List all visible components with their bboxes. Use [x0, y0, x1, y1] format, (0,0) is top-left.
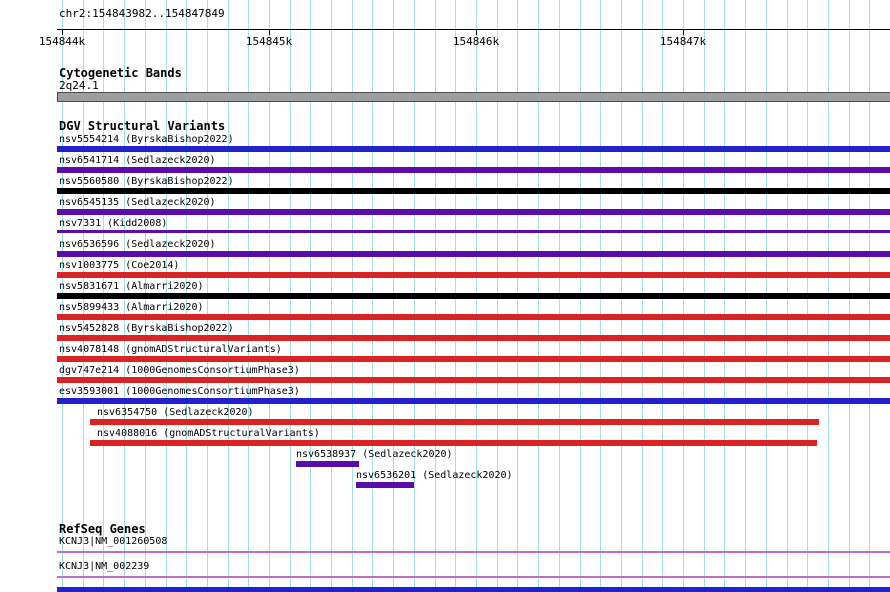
variant-row: nsv5831671 (Almarri2020) [0, 281, 890, 302]
variant-label[interactable]: nsv5831671 (Almarri2020) [59, 281, 204, 292]
variant-bar[interactable] [57, 209, 890, 215]
variant-label[interactable]: nsv6354750 (Sedlazeck2020) [97, 407, 254, 418]
variant-row: esv3593001 (1000GenomesConsortiumPhase3) [0, 386, 890, 407]
variant-bar[interactable] [57, 146, 890, 152]
refseq-gene-rows: KCNJ3|NM_001260508 KCNJ3|NM_002239 [0, 536, 890, 586]
variant-bar[interactable] [296, 461, 359, 467]
variant-label[interactable]: nsv6541714 (Sedlazeck2020) [59, 155, 216, 166]
variant-label[interactable]: nsv6545135 (Sedlazeck2020) [59, 197, 216, 208]
dgv-structural-variants-header: DGV Structural Variants [59, 119, 226, 133]
variant-bar[interactable] [57, 188, 890, 194]
variant-row: nsv4078148 (gnomADStructuralVariants) [0, 344, 890, 365]
variant-label[interactable]: nsv5560580 (ByrskaBishop2022) [59, 176, 234, 187]
cytogenetic-bands-header: Cytogenetic Bands [59, 66, 182, 80]
variant-bar[interactable] [57, 272, 890, 278]
variant-bar[interactable] [57, 251, 890, 257]
variant-label[interactable]: nsv6536201 (Sedlazeck2020) [356, 470, 513, 481]
variant-bar[interactable] [57, 335, 890, 341]
ruler-tick-label: 154846k [452, 35, 500, 48]
ruler-tick [269, 30, 270, 35]
variant-bar[interactable] [57, 167, 890, 173]
variant-row: nsv6541714 (Sedlazeck2020) [0, 155, 890, 176]
ruler-line [57, 29, 890, 30]
variant-row: nsv6536201 (Sedlazeck2020) [0, 470, 890, 491]
variant-row: nsv6536596 (Sedlazeck2020) [0, 239, 890, 260]
variant-label[interactable]: nsv5554214 (ByrskaBishop2022) [59, 134, 234, 145]
variant-bar[interactable] [57, 293, 890, 299]
variant-label[interactable]: nsv4088016 (gnomADStructuralVariants) [97, 428, 320, 439]
gene-line[interactable] [57, 576, 890, 578]
region-position-label: chr2:154843982..154847849 [59, 7, 225, 20]
variant-bar[interactable] [57, 356, 890, 362]
variant-row: nsv6354750 (Sedlazeck2020) [0, 407, 890, 428]
dgv-variant-rows: nsv5554214 (ByrskaBishop2022) nsv6541714 … [0, 134, 890, 491]
variant-row: nsv5899433 (Almarri2020) [0, 302, 890, 323]
cytoband-bar [57, 92, 890, 102]
variant-row: nsv1003775 (Coe2014) [0, 260, 890, 281]
variant-bar[interactable] [90, 440, 817, 446]
variant-bar[interactable] [57, 377, 890, 383]
variant-row: nsv6545135 (Sedlazeck2020) [0, 197, 890, 218]
gene-line[interactable] [57, 551, 890, 553]
ruler-tick [683, 30, 684, 35]
variant-bar[interactable] [57, 314, 890, 320]
variant-label[interactable]: nsv6536596 (Sedlazeck2020) [59, 239, 216, 250]
variant-label[interactable]: nsv7331 (Kidd2008) [59, 218, 168, 229]
ruler-tick [62, 30, 63, 35]
ruler-tick-label: 154847k [659, 35, 707, 48]
gene-label[interactable]: KCNJ3|NM_001260508 [59, 536, 168, 547]
variant-row: dgv747e214 (1000GenomesConsortiumPhase3) [0, 365, 890, 386]
ruler-tick-label: 154844k [38, 35, 86, 48]
variant-bar[interactable] [90, 419, 819, 425]
variant-bar[interactable] [356, 482, 414, 488]
ruler-tick-label: 154845k [245, 35, 293, 48]
variant-row: nsv5452828 (ByrskaBishop2022) [0, 323, 890, 344]
gene-label[interactable]: KCNJ3|NM_002239 [59, 561, 150, 572]
variant-bar[interactable] [57, 230, 890, 233]
variant-row: nsv7331 (Kidd2008) [0, 218, 890, 239]
gene-row: KCNJ3|NM_002239 [0, 561, 890, 586]
variant-row: nsv5554214 (ByrskaBishop2022) [0, 134, 890, 155]
variant-row: nsv5560580 (ByrskaBishop2022) [0, 176, 890, 197]
variant-bar[interactable] [57, 398, 890, 404]
partial-track-bar[interactable] [57, 587, 890, 592]
variant-label[interactable]: nsv1003775 (Coe2014) [59, 260, 180, 271]
refseq-genes-header: RefSeq Genes [59, 522, 146, 536]
variant-label[interactable]: nsv4078148 (gnomADStructuralVariants) [59, 344, 282, 355]
variant-row: nsv6538937 (Sedlazeck2020) [0, 449, 890, 470]
gene-row: KCNJ3|NM_001260508 [0, 536, 890, 561]
cytoband-label: 2q24.1 [59, 79, 99, 92]
variant-label[interactable]: esv3593001 (1000GenomesConsortiumPhase3) [59, 386, 300, 397]
variant-label[interactable]: nsv5899433 (Almarri2020) [59, 302, 204, 313]
ruler-tick [476, 30, 477, 35]
variant-label[interactable]: dgv747e214 (1000GenomesConsortiumPhase3) [59, 365, 300, 376]
variant-label[interactable]: nsv6538937 (Sedlazeck2020) [296, 449, 453, 460]
variant-label[interactable]: nsv5452828 (ByrskaBishop2022) [59, 323, 234, 334]
variant-row: nsv4088016 (gnomADStructuralVariants) [0, 428, 890, 449]
